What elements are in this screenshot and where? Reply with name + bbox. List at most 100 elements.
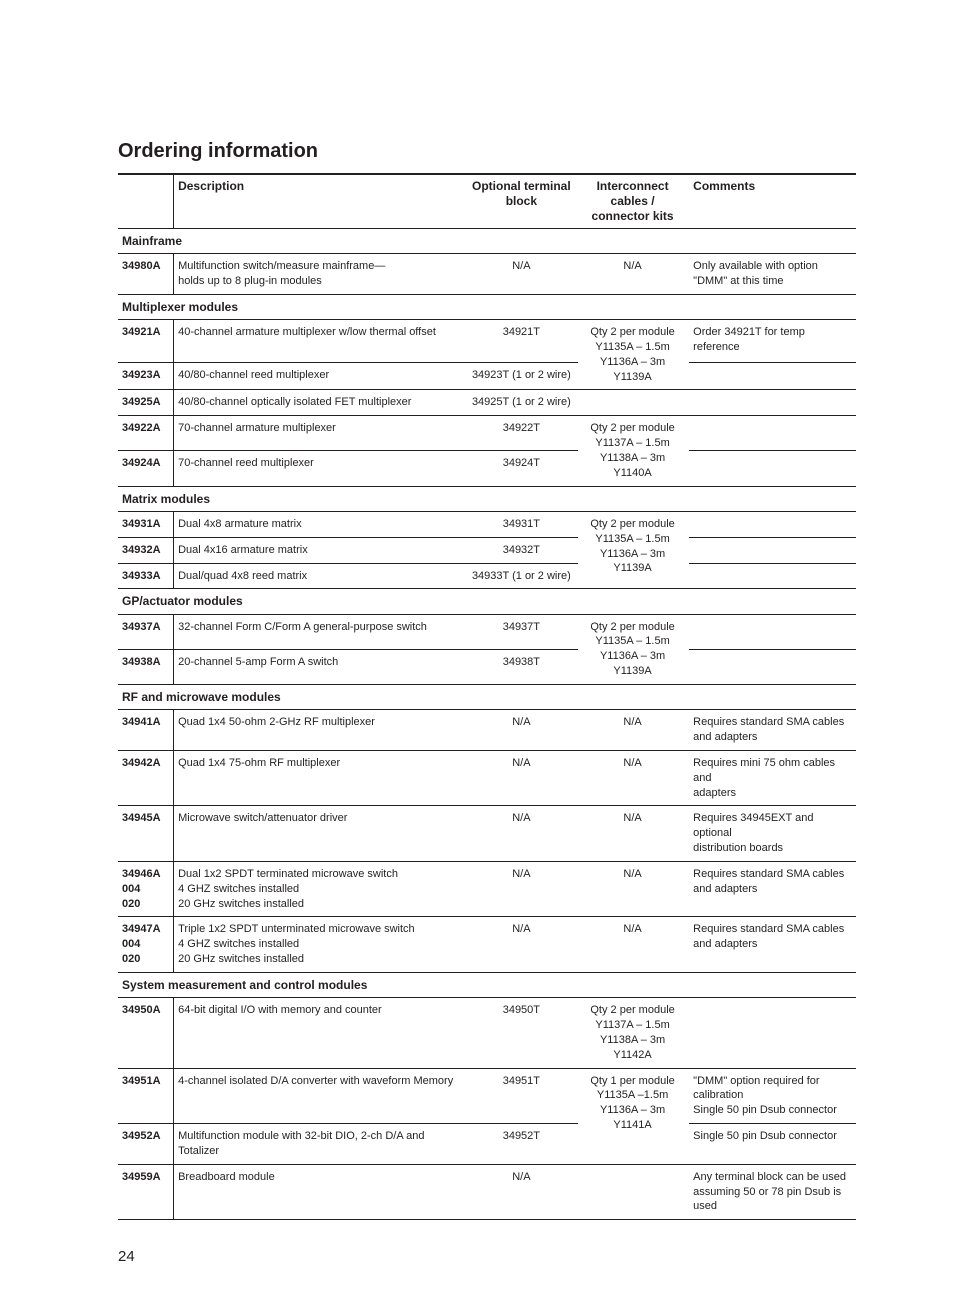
terminal-cell: N/A [467, 254, 578, 295]
description-cell: 64-bit digital I/O with memory and count… [174, 998, 467, 1068]
comments-cell: "DMM" option required forcalibrationSing… [689, 1068, 856, 1124]
description-cell: Dual 4x8 armature matrix [174, 511, 467, 537]
header-comments: Comments [689, 174, 856, 229]
section-heading: Mainframe [118, 229, 856, 254]
terminal-cell: 34924T [467, 451, 578, 486]
comments-cell: Requires mini 75 ohm cables andadapters [689, 750, 856, 806]
description-cell: Dual 4x16 armature matrix [174, 537, 467, 563]
cable-cell: Qty 2 per moduleY1135A – 1.5mY1136A – 3m… [578, 320, 689, 390]
comments-cell: Any terminal block can be usedassuming 5… [689, 1164, 856, 1220]
terminal-cell: 34931T [467, 511, 578, 537]
model-cell: 34937A [118, 614, 174, 649]
terminal-cell: 34933T (1 or 2 wire) [467, 563, 578, 589]
model-cell: 34942A [118, 750, 174, 806]
terminal-cell: N/A [467, 917, 578, 973]
description-cell: 20-channel 5-amp Form A switch [174, 649, 467, 684]
terminal-cell: N/A [467, 861, 578, 917]
cable-cell: Qty 1 per moduleY1135A –1.5mY1136A – 3mY… [578, 1068, 689, 1164]
comments-cell: Order 34921T for temp reference [689, 320, 856, 363]
description-cell: 4-channel isolated D/A converter with wa… [174, 1068, 467, 1124]
model-cell: 34959A [118, 1164, 174, 1220]
section-heading: Multiplexer modules [118, 294, 856, 319]
model-cell: 34945A [118, 806, 174, 862]
comments-cell: Requires standard SMA cablesand adapters [689, 917, 856, 973]
model-cell: 34921A [118, 320, 174, 363]
section-heading: RF and microwave modules [118, 684, 856, 709]
description-cell: Triple 1x2 SPDT unterminated microwave s… [174, 917, 467, 973]
comments-cell [689, 416, 856, 451]
description-cell: Dual 1x2 SPDT terminated microwave switc… [174, 861, 467, 917]
cable-cell: N/A [578, 861, 689, 917]
description-cell: 40/80-channel optically isolated FET mul… [174, 390, 467, 416]
terminal-cell: 34952T [467, 1124, 578, 1165]
cable-cell: Qty 2 per moduleY1137A – 1.5mY1138A – 3m… [578, 416, 689, 486]
comments-cell [689, 537, 856, 563]
cable-cell: Qty 2 per moduleY1135A – 1.5mY1136A – 3m… [578, 511, 689, 589]
model-cell: 34950A [118, 998, 174, 1068]
section-heading: Matrix modules [118, 486, 856, 511]
model-cell: 34946A004020 [118, 861, 174, 917]
terminal-cell: 34950T [467, 998, 578, 1068]
description-cell: Quad 1x4 50-ohm 2-GHz RF multiplexer [174, 710, 467, 751]
terminal-cell: 34932T [467, 537, 578, 563]
description-cell: Quad 1x4 75-ohm RF multiplexer [174, 750, 467, 806]
terminal-cell: N/A [467, 1164, 578, 1220]
description-cell: 32-channel Form C/Form A general-purpose… [174, 614, 467, 649]
section-heading: GP/actuator modules [118, 589, 856, 614]
comments-cell [689, 998, 856, 1068]
comments-cell: Requires standard SMA cablesand adapters [689, 710, 856, 751]
model-cell: 34925A [118, 390, 174, 416]
model-cell: 34941A [118, 710, 174, 751]
cable-cell: Qty 2 per moduleY1137A – 1.5mY1138A – 3m… [578, 998, 689, 1068]
cable-cell: N/A [578, 710, 689, 751]
cable-cell: N/A [578, 750, 689, 806]
ordering-table: Description Optional terminal block Inte… [118, 173, 856, 1220]
header-terminal: Optional terminal block [467, 174, 578, 229]
cable-cell [578, 1164, 689, 1220]
comments-cell: Requires standard SMA cablesand adapters [689, 861, 856, 917]
description-cell: 40-channel armature multiplexer w/low th… [174, 320, 467, 363]
cable-cell [578, 390, 689, 416]
cable-cell: Qty 2 per moduleY1135A – 1.5mY1136A – 3m… [578, 614, 689, 684]
comments-cell [689, 614, 856, 649]
terminal-cell: 34925T (1 or 2 wire) [467, 390, 578, 416]
description-cell: Multifunction module with 32-bit DIO, 2-… [174, 1124, 467, 1165]
model-cell: 34924A [118, 451, 174, 486]
model-cell: 34952A [118, 1124, 174, 1165]
description-cell: 40/80-channel reed multiplexer [174, 363, 467, 390]
model-cell: 34951A [118, 1068, 174, 1124]
header-model [118, 174, 174, 229]
page-number: 24 [118, 1248, 856, 1265]
description-cell: Breadboard module [174, 1164, 467, 1220]
description-cell: Microwave switch/attenuator driver [174, 806, 467, 862]
comments-cell: Requires 34945EXT and optionaldistributi… [689, 806, 856, 862]
terminal-cell: 34922T [467, 416, 578, 451]
cable-cell: N/A [578, 917, 689, 973]
model-cell: 34923A [118, 363, 174, 390]
section-heading: System measurement and control modules [118, 972, 856, 997]
comments-cell: Single 50 pin Dsub connector [689, 1124, 856, 1165]
model-cell: 34931A [118, 511, 174, 537]
terminal-cell: N/A [467, 750, 578, 806]
terminal-cell: N/A [467, 710, 578, 751]
description-cell: 70-channel reed multiplexer [174, 451, 467, 486]
comments-cell [689, 563, 856, 589]
comments-cell [689, 363, 856, 390]
comments-cell [689, 390, 856, 416]
model-cell: 34922A [118, 416, 174, 451]
terminal-cell: 34921T [467, 320, 578, 363]
page-title: Ordering information [118, 140, 856, 163]
comments-cell [689, 451, 856, 486]
terminal-cell: 34938T [467, 649, 578, 684]
comments-cell [689, 649, 856, 684]
comments-cell: Only available with option"DMM" at this … [689, 254, 856, 295]
comments-cell [689, 511, 856, 537]
terminal-cell: 34923T (1 or 2 wire) [467, 363, 578, 390]
terminal-cell: 34951T [467, 1068, 578, 1124]
terminal-cell: 34937T [467, 614, 578, 649]
cable-cell: N/A [578, 806, 689, 862]
terminal-cell: N/A [467, 806, 578, 862]
header-description: Description [174, 174, 467, 229]
header-cables: Interconnect cables / connector kits [578, 174, 689, 229]
model-cell: 34933A [118, 563, 174, 589]
